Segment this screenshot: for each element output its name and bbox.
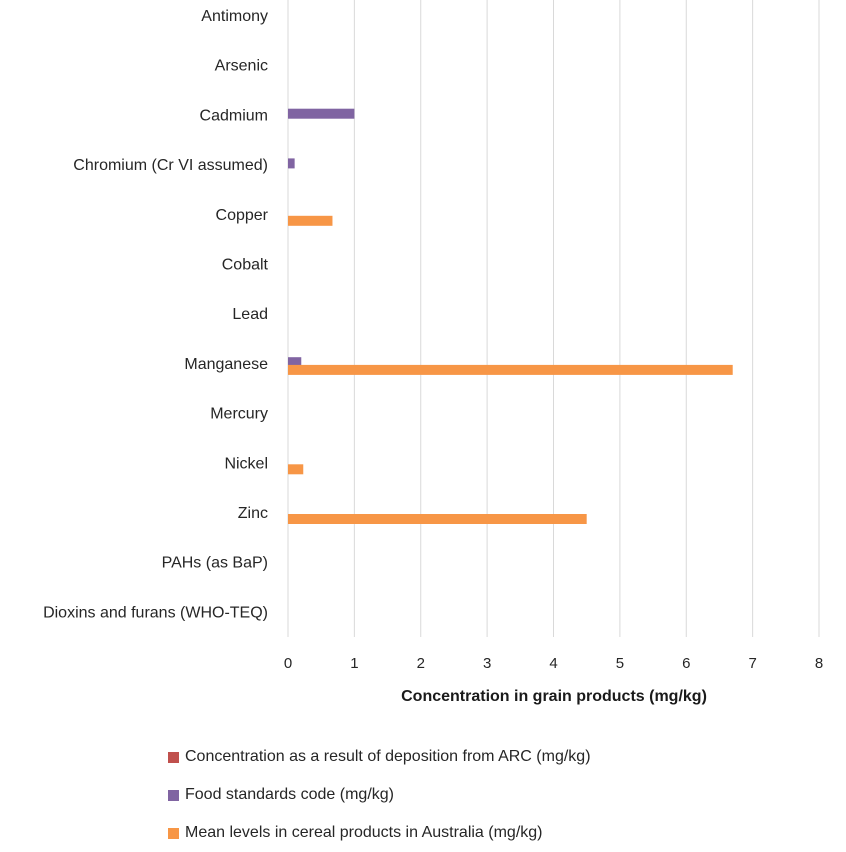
bar-cereal-mean bbox=[288, 514, 587, 524]
x-tick-label: 2 bbox=[417, 655, 425, 672]
x-tick-label: 6 bbox=[682, 655, 690, 672]
x-tick-labels: 0 1 2 3 4 5 6 7 8 bbox=[284, 655, 823, 672]
x-tick-label: 8 bbox=[815, 655, 823, 672]
x-tick-label: 3 bbox=[483, 655, 491, 672]
category-label: Copper bbox=[216, 207, 269, 224]
legend-label: Concentration as a result of deposition … bbox=[185, 748, 591, 765]
category-label: Nickel bbox=[224, 455, 268, 472]
x-axis-title: Concentration in grain products (mg/kg) bbox=[401, 688, 707, 705]
gridlines bbox=[287, 0, 820, 637]
bar-food-standards bbox=[288, 158, 295, 169]
category-label: Dioxins and furans (WHO-TEQ) bbox=[43, 604, 268, 621]
category-label: Lead bbox=[232, 306, 268, 323]
bar-food-standards bbox=[288, 108, 355, 119]
category-label: Antimony bbox=[201, 8, 268, 25]
legend-swatch bbox=[168, 751, 179, 763]
bar-cereal-mean bbox=[288, 215, 333, 226]
x-tick-label: 4 bbox=[549, 655, 557, 672]
x-tick-label: 1 bbox=[350, 655, 358, 672]
legend-label: Food standards code (mg/kg) bbox=[185, 786, 394, 803]
chart: Antimony Arsenic Cadmium Chromium (Cr VI as… bbox=[43, 0, 823, 705]
bar-cereal-mean bbox=[288, 464, 304, 475]
legend-swatch bbox=[168, 827, 179, 839]
legend: Concentration as a result of deposition … bbox=[168, 738, 591, 852]
category-label: Chromium (Cr VI assumed) bbox=[73, 157, 268, 174]
legend-item-food-standards: Food standards code (mg/kg) bbox=[168, 776, 591, 814]
legend-label: Mean levels in cereal products in Austra… bbox=[185, 824, 543, 841]
legend-item-cereal-mean: Mean levels in cereal products in Austra… bbox=[168, 814, 591, 852]
category-labels: Antimony Arsenic Cadmium Chromium (Cr VI as… bbox=[43, 8, 269, 621]
bar-cereal-mean bbox=[288, 364, 733, 375]
bars bbox=[288, 108, 733, 524]
legend-item-arc: Concentration as a result of deposition … bbox=[168, 738, 591, 776]
category-label: PAHs (as BaP) bbox=[162, 555, 268, 572]
category-label: Arsenic bbox=[215, 58, 268, 75]
category-label: Cadmium bbox=[200, 107, 268, 124]
x-tick-label: 7 bbox=[748, 655, 756, 672]
category-label: Zinc bbox=[238, 505, 268, 522]
category-label: Manganese bbox=[184, 356, 268, 373]
x-tick-label: 5 bbox=[616, 655, 624, 672]
category-label: Cobalt bbox=[222, 257, 269, 274]
category-label: Mercury bbox=[210, 406, 268, 423]
x-tick-label: 0 bbox=[284, 655, 292, 672]
legend-swatch bbox=[168, 789, 179, 801]
bar-food-standards bbox=[288, 357, 302, 368]
